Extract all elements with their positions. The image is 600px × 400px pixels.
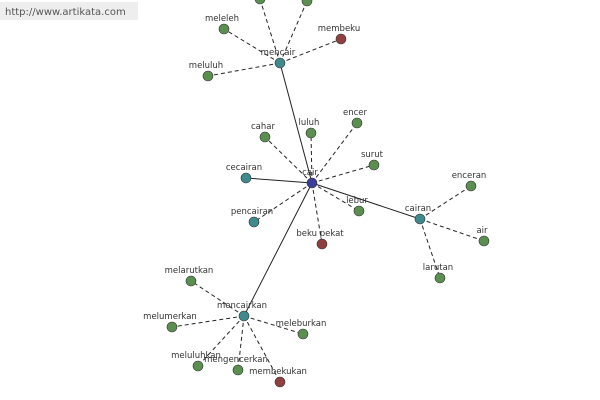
node-label: membeku [318,24,360,34]
edge [279,38,342,64]
node [274,57,286,69]
node-label: meleburkan [276,319,327,329]
node-label: melumerkan [143,312,197,322]
node-label: beku pekat [296,229,344,239]
node-label: cahar [251,122,275,132]
edge [243,182,313,317]
edge [245,177,313,184]
node [353,205,365,217]
edge [311,182,421,220]
node-label: encer [343,108,368,118]
node [254,0,266,5]
node-label: cecairan [226,163,262,173]
node-label: larutan [423,263,453,273]
edge [310,132,313,184]
edges [171,0,485,383]
node-label: air [476,226,488,236]
node-label: mengencerkan [204,355,268,365]
edge [279,62,313,184]
node [218,23,230,35]
edge [419,218,441,279]
node [248,216,260,228]
node [306,177,318,189]
edge [311,182,323,245]
node [316,238,328,250]
node [240,172,252,184]
node-label: surut [361,150,384,160]
node [202,70,214,82]
edge [253,182,313,223]
node-label: meleleh [205,14,239,24]
node [368,159,380,171]
node [274,376,286,388]
edge [207,62,281,77]
edge [419,218,485,242]
node-label: mencairkan [217,301,267,311]
node-label: cair [302,168,318,178]
node [351,117,363,129]
edge [311,182,360,212]
node-label: luluh [299,118,320,128]
node [301,0,313,7]
node [259,131,271,143]
node-label: mencair [261,48,296,58]
node-label: cairan [405,204,431,214]
edge [237,315,245,371]
watermark: http://www.artikata.com [5,7,126,18]
node [192,360,204,372]
node-label: pencairan [231,207,273,217]
edge [223,28,281,64]
node [232,364,244,376]
node [238,310,250,322]
edge [419,185,472,220]
node [465,180,477,192]
node [414,213,426,225]
edge [311,122,358,184]
node [297,328,309,340]
edge [311,164,375,184]
node [478,235,490,247]
edge [243,315,281,383]
node [185,275,197,287]
node-label: lebur [346,196,368,206]
edge [190,280,245,317]
watermark-bg [0,2,138,20]
edge [171,315,245,328]
edge [279,0,308,64]
node-label: meluluhkan [171,351,221,361]
node-label: membekukan [249,367,307,377]
node [434,272,446,284]
node [305,127,317,139]
edge [197,315,245,367]
node [166,321,178,333]
node [335,33,347,45]
edge [264,136,313,184]
node-label: meluluh [189,61,223,71]
node-label: melarutkan [165,266,214,276]
edge [243,315,304,335]
node-label: enceran [452,171,487,181]
